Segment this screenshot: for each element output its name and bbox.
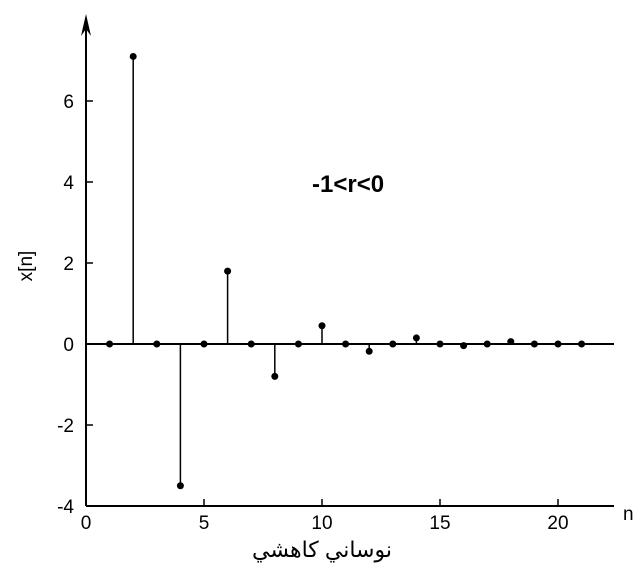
stem-marker xyxy=(507,338,515,346)
x-tick-label: 15 xyxy=(429,513,450,534)
x-tick-label: 5 xyxy=(199,513,210,534)
y-tick-label: 0 xyxy=(63,335,74,356)
stem-marker xyxy=(247,340,255,348)
y-tick-label: 2 xyxy=(63,254,74,275)
x-axis-label: n xyxy=(623,504,634,525)
stem-marker xyxy=(318,322,326,330)
y-tick-label: 4 xyxy=(63,173,74,194)
stem-marker xyxy=(389,340,397,348)
stem-marker xyxy=(578,340,586,348)
y-axis-arrow-icon xyxy=(81,14,91,36)
y-axis-label: x[n] xyxy=(16,251,37,282)
y-tick-label: 6 xyxy=(63,92,74,113)
stem-marker xyxy=(342,340,350,348)
stem-marker xyxy=(554,340,562,348)
stem-marker xyxy=(530,340,538,348)
annotation-text: -1<r<0 xyxy=(312,171,384,198)
stem-marker xyxy=(200,340,208,348)
stem-marker xyxy=(106,340,114,348)
stem-marker xyxy=(153,340,161,348)
stem-marker xyxy=(224,267,232,275)
chart-caption: نوساني كاهشي xyxy=(252,537,392,563)
axes xyxy=(81,14,614,507)
stem-marker xyxy=(436,340,444,348)
stem-marker xyxy=(176,482,184,490)
stem-marker xyxy=(129,52,137,60)
stem-marker xyxy=(483,340,491,348)
stem-marker xyxy=(412,334,420,342)
stem-marker xyxy=(365,347,373,355)
stem-markers xyxy=(106,52,586,490)
x-tick-label: 0 xyxy=(81,513,92,534)
tick-labels: 0 5 10 15 20 -4 -2 0 2 4 6 xyxy=(57,92,568,534)
x-tick-label: 20 xyxy=(547,513,568,534)
tick-marks xyxy=(85,100,559,507)
y-tick-label: -2 xyxy=(57,416,74,437)
stem-marker xyxy=(460,342,468,350)
stem-marker xyxy=(271,372,279,380)
y-tick-label: -4 xyxy=(57,497,74,518)
x-tick-label: 10 xyxy=(311,513,332,534)
stem-marker xyxy=(294,340,302,348)
stems xyxy=(132,56,512,486)
